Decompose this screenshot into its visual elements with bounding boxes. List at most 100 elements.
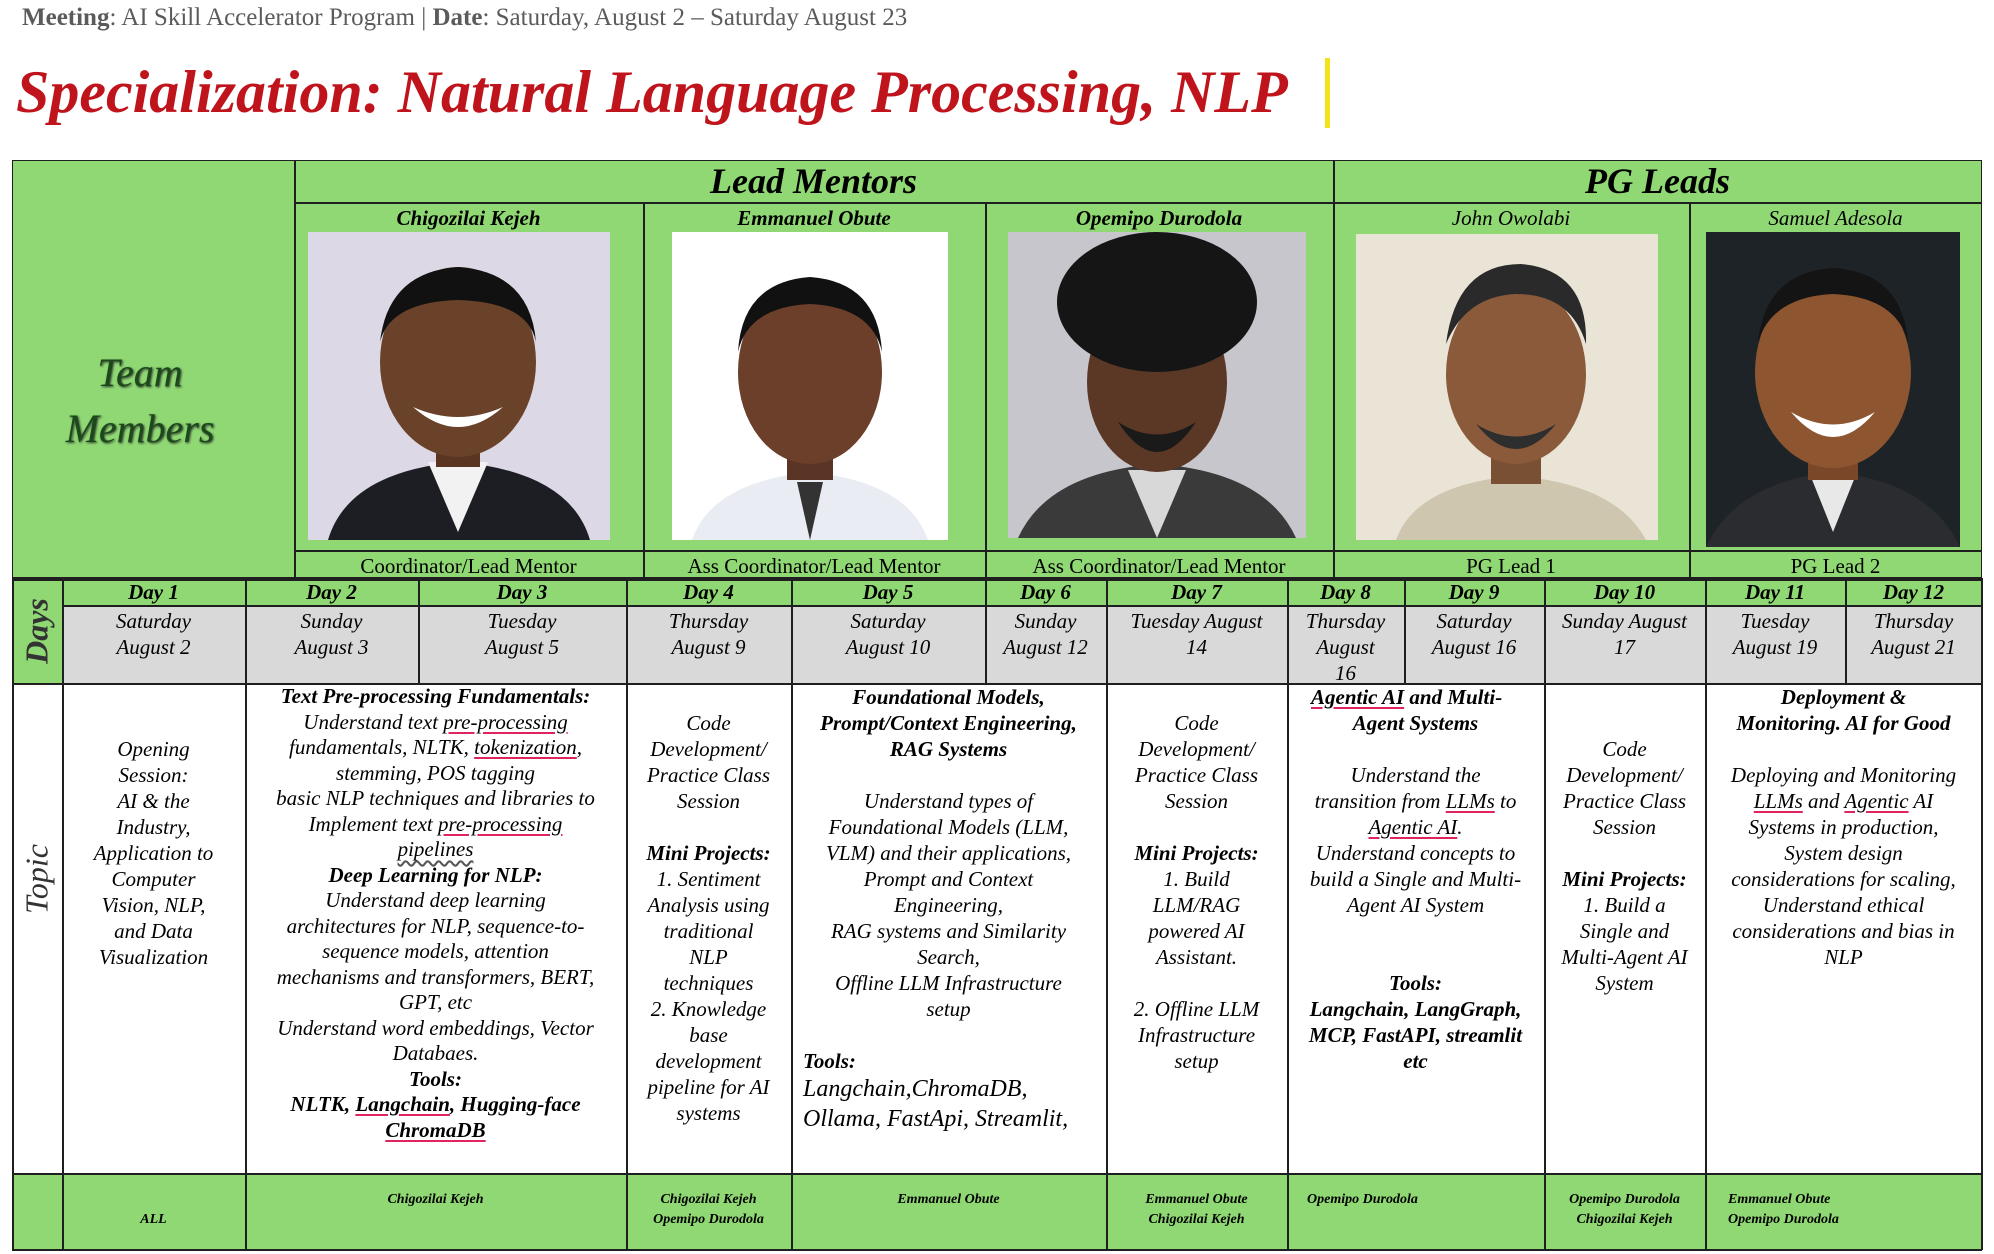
day-label: Day 10 xyxy=(1593,580,1656,604)
mentor-name: John Owolabi xyxy=(1451,206,1571,230)
topic-line: considerations and bias in xyxy=(1732,919,1955,943)
divider xyxy=(1404,578,1406,683)
topic-line: 2. Offline LLM xyxy=(1133,997,1260,1021)
facilitator-row xyxy=(12,1173,1982,1250)
date-line: August 5 xyxy=(484,635,560,659)
page-title: Specialization: Natural Language Process… xyxy=(16,59,1288,125)
date-cell: Tuesday August 5 xyxy=(418,608,626,660)
facilitator: Emmanuel Obute Opemipo Durodola xyxy=(1728,1190,1982,1230)
topic-line: Session xyxy=(677,789,740,813)
date-cell: Saturday August 2 xyxy=(62,608,245,660)
day-label: Day 11 xyxy=(1744,580,1806,604)
text-run: pre-processing xyxy=(438,811,563,836)
date-cell: Tuesday August 19 xyxy=(1705,608,1845,660)
topic-day4: Code Development/ Practice Class Session… xyxy=(626,710,791,1126)
lead-mentors-header: Lead Mentors xyxy=(710,161,917,201)
topic-line: traditional xyxy=(663,919,754,943)
topic-heading: Agentic AI and Multi- xyxy=(1287,684,1544,710)
topic-line: techniques xyxy=(663,971,754,995)
date-line: 17 xyxy=(1614,635,1635,659)
text-run: LLMs xyxy=(1753,789,1803,813)
spacer xyxy=(791,1022,1106,1048)
topic-line: fundamentals, NLTK, tokenization, xyxy=(245,735,626,761)
topic-line: Offline LLM Infrastructure xyxy=(835,971,1062,995)
mentor-role: Ass Coordinator/Lead Mentor xyxy=(1032,554,1286,578)
pg-leads-header: PG Leads xyxy=(1585,161,1730,201)
topic-line: Prompt and Context xyxy=(863,867,1034,891)
topic-day2-3: Text Pre-processing Fundamentals: Unders… xyxy=(245,684,626,1143)
topic-day7: Code Development/ Practice Class Session… xyxy=(1106,710,1287,1074)
mentor-photo xyxy=(672,232,948,540)
day-label: Day 4 xyxy=(683,580,734,604)
topic-line: setup xyxy=(1174,1049,1219,1073)
mentor-name: Chigozilai Kejeh xyxy=(396,206,541,230)
topic-line: Single and xyxy=(1579,919,1670,943)
topic-line: Code xyxy=(1174,711,1219,735)
divider xyxy=(985,202,987,578)
text-run: , xyxy=(576,735,583,759)
day-label: Day 7 xyxy=(1171,580,1222,604)
topic-line: 1. Build a xyxy=(1583,893,1666,917)
topic-line: Assistant. xyxy=(1155,945,1238,969)
day-label: Day 9 xyxy=(1448,580,1500,604)
text-run: Langchain xyxy=(355,1092,450,1116)
topic-line: Agent AI System xyxy=(1346,893,1485,917)
facilitator: ALL xyxy=(140,1212,167,1227)
topic-line: VLM) and their applications, xyxy=(826,841,1071,865)
mentor-role: Coordinator/Lead Mentor xyxy=(360,554,577,578)
date-line: August 19 xyxy=(1732,635,1818,659)
topic-line: 1. Sentiment xyxy=(656,867,761,891)
topic-line: Development/ xyxy=(650,737,767,761)
topic-line: NLTK, Langchain, Hugging-face xyxy=(245,1092,626,1118)
text-run: AI xyxy=(1908,789,1934,813)
topic-line: Infrastructure xyxy=(1137,1023,1256,1047)
day-label: Day 8 xyxy=(1320,580,1371,604)
topic-line: Langchain,ChromaDB, xyxy=(803,1076,1028,1102)
topic-heading: Deep Learning for NLP: xyxy=(328,862,543,887)
divider xyxy=(62,578,64,1250)
text-cursor xyxy=(1325,58,1330,128)
mentor-role: PG Lead 2 xyxy=(1790,554,1881,578)
divider xyxy=(12,1249,1982,1251)
divider xyxy=(985,578,987,683)
topic-line: stemming, POS tagging xyxy=(336,760,535,785)
mentor-name: Opemipo Durodola xyxy=(1075,206,1243,230)
facilitator-line: Chigozilai Kejeh xyxy=(1576,1212,1673,1227)
date-label: Date xyxy=(432,4,483,31)
topic-line: Application to xyxy=(93,841,214,865)
topic-line: powered AI xyxy=(1148,919,1245,943)
day-label: Day 6 xyxy=(1020,580,1071,604)
date-line: Tuesday xyxy=(487,609,557,633)
date-cell: Sunday August 3 xyxy=(245,608,418,660)
divider xyxy=(791,578,793,1250)
days-label: Days xyxy=(18,597,55,664)
spacer xyxy=(1287,736,1544,762)
mentor-name: Samuel Adesola xyxy=(1768,206,1903,230)
topic-line: Systems in production, xyxy=(1748,815,1939,839)
date-line: August 21 xyxy=(1871,635,1956,659)
topic-line: System design xyxy=(1784,841,1903,865)
topic-heading: Tools: xyxy=(803,1049,856,1073)
topic-line: sequence models, attention xyxy=(322,939,549,963)
team-members-label: Team Members xyxy=(30,345,250,457)
topic-line: Databaes. xyxy=(392,1041,479,1065)
topic-label-cell: Topic xyxy=(12,683,62,1173)
topic-line: transition from LLMs to xyxy=(1287,788,1544,814)
topic-line: Practice Class xyxy=(646,763,771,787)
text-run: Understand text xyxy=(303,709,444,734)
mentor-photo xyxy=(1008,232,1306,538)
day-label: Day 5 xyxy=(862,580,914,604)
divider xyxy=(12,1173,1982,1175)
divider xyxy=(294,550,1982,552)
topic-line: System xyxy=(1595,971,1654,995)
date-line: 16 xyxy=(1335,661,1356,685)
topic-line: Understand ethical xyxy=(1762,893,1925,917)
date-line: Thursday xyxy=(1873,609,1954,633)
facilitator: Chigozilai Kejeh Opemipo Durodola xyxy=(626,1190,791,1230)
date-line: August xyxy=(1316,635,1375,659)
topic-heading: Mini Projects: xyxy=(1134,841,1259,865)
topic-heading: Tools: xyxy=(1389,971,1442,995)
topic-line: Engineering, xyxy=(893,893,1004,917)
divider xyxy=(294,202,1982,204)
divider xyxy=(418,578,420,683)
